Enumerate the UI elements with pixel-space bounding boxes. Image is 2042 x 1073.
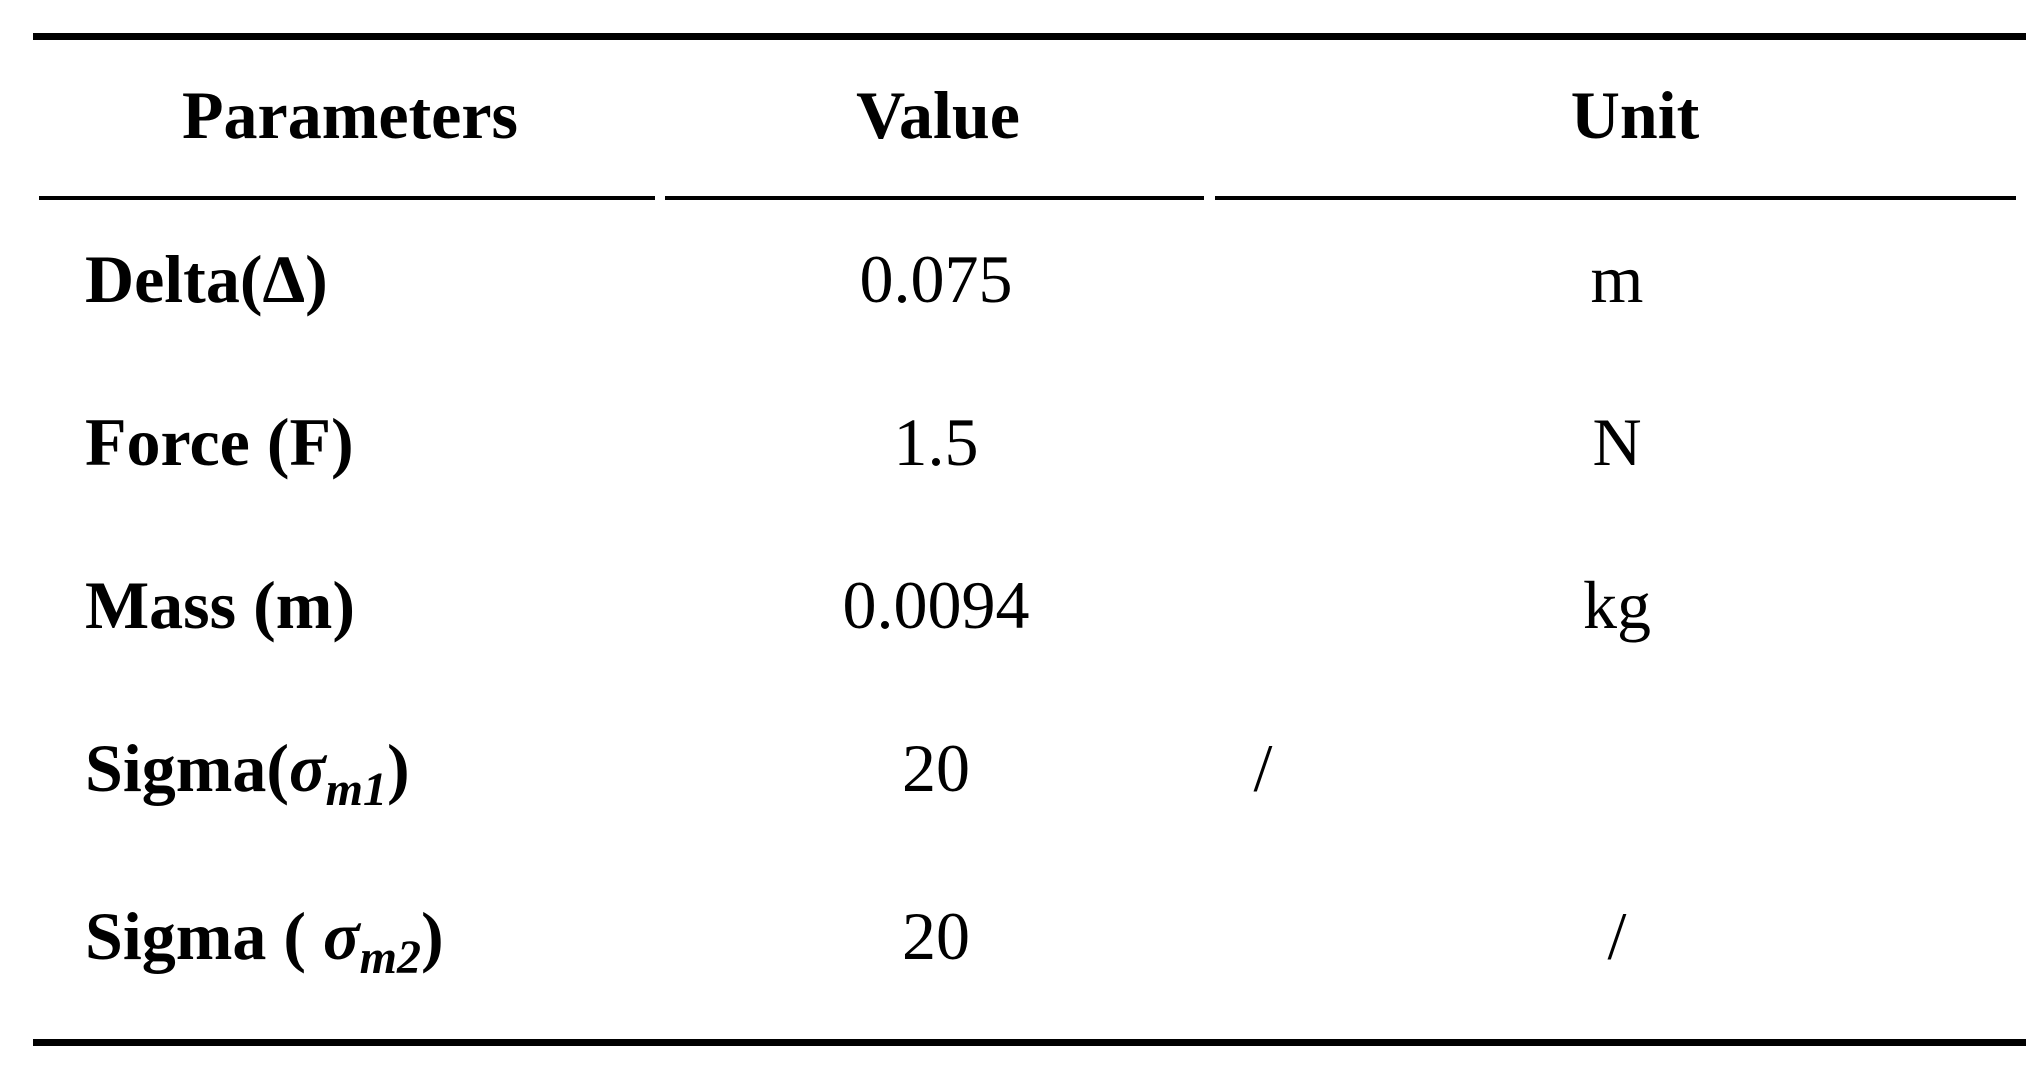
unit-cell: /: [1607, 898, 1627, 974]
parameter-symbol: σ: [323, 898, 360, 974]
parameter-cell: Sigma(σm1): [85, 728, 410, 816]
value-cell: 20: [902, 898, 970, 974]
value-cell: 0.0094: [842, 567, 1030, 643]
parameter-subscript: m2: [359, 931, 421, 984]
parameter-suffix: ): [421, 898, 444, 974]
header-rule: [665, 196, 1204, 200]
header-cell: Unit: [1570, 77, 1700, 153]
unit-cell: /: [1253, 730, 1273, 806]
header-cell: Value: [856, 77, 1020, 153]
parameter-cell: Mass (m): [85, 567, 356, 643]
parameter-cell: Delta(Δ): [85, 241, 328, 317]
parameter-symbol: σ: [289, 730, 326, 806]
parameter-cell: Force (F): [85, 404, 354, 480]
parameter-suffix: ): [387, 730, 410, 806]
parameter-cell: Sigma ( σm2): [85, 896, 444, 984]
unit-cell: kg: [1583, 567, 1651, 643]
bottom-rule: [33, 1039, 2026, 1046]
unit-cell: N: [1592, 404, 1642, 480]
parameter-prefix: Sigma(: [85, 730, 289, 806]
unit-cell: m: [1590, 241, 1644, 317]
parameter-prefix: Sigma (: [85, 898, 323, 974]
header-rule: [39, 196, 655, 200]
top-rule: [33, 33, 2026, 40]
value-cell: 1.5: [893, 404, 979, 480]
value-cell: 20: [902, 730, 970, 806]
value-cell: 0.075: [859, 241, 1013, 317]
header-rule: [1215, 196, 2016, 200]
parameter-subscript: m1: [325, 763, 387, 816]
header-cell: Parameters: [181, 77, 519, 153]
